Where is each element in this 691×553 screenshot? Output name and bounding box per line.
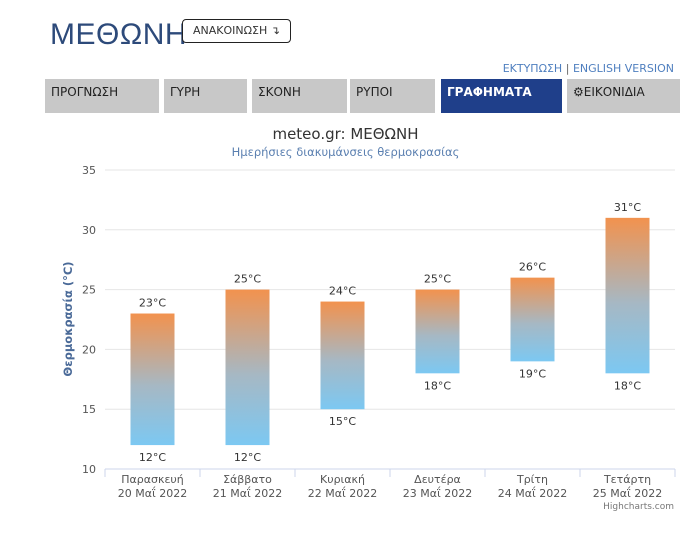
top-links: ΕΚΤΥΠΩΣΗ | ENGLISH VERSION [503,62,674,75]
temperature-bar [415,289,460,374]
x-tick-day: Σάββατο [223,473,272,486]
tab-icons[interactable]: ⚙ΕΙΚΟΝΙΔΙΑ [567,79,680,113]
y-tick-label: 30 [82,224,96,237]
high-label: 25°C [424,273,451,286]
x-tick-date: 22 Μαΐ 2022 [308,486,377,500]
tab-charts[interactable]: ΓΡΑΦΗΜΑΤΑ [441,79,562,113]
english-version-link[interactable]: ENGLISH VERSION [572,62,674,75]
x-tick-date: 20 Μαΐ 2022 [118,486,187,500]
high-label: 23°C [139,297,166,310]
y-tick-label: 15 [82,403,96,416]
low-label: 18°C [614,379,641,392]
tab-forecast[interactable]: ΠΡΟΓΝΩΣΗ [45,79,159,113]
y-tick-label: 25 [82,284,96,297]
high-label: 25°C [234,273,261,286]
high-label: 26°C [519,261,546,274]
announcement-button[interactable]: ΑΝΑΚΟΙΝΩΣΗ ↴ [182,19,291,43]
temperature-bar [320,301,365,410]
low-label: 12°C [234,451,261,464]
x-tick-day: Τετάρτη [603,473,651,486]
x-tick-date: 23 Μαΐ 2022 [403,486,472,500]
tab-pollen[interactable]: ΓΥΡΗ [164,79,247,113]
highcharts-credit[interactable]: Highcharts.com [603,502,674,512]
chart-title: meteo.gr: ΜΕΘΩΝΗ [272,125,419,143]
y-tick-label: 20 [82,343,96,356]
temperature-bar [605,217,650,374]
y-tick-label: 10 [82,463,96,476]
x-tick-day: Δευτέρα [414,473,461,486]
link-separator: | [565,62,570,75]
low-label: 19°C [519,367,546,380]
low-label: 12°C [139,451,166,464]
x-tick-day: Παρασκευή [121,473,184,486]
temperature-bar [225,289,270,446]
temperature-bar [510,277,555,362]
y-tick-label: 35 [82,164,96,177]
tab-bar: ΠΡΟΓΝΩΣΗ ΓΥΡΗ ΣΚΟΝΗ ΡΥΠΟΙ ΓΡΑΦΗΜΑΤΑ ⚙ΕΙΚ… [45,79,680,115]
tab-pollutants[interactable]: ΡΥΠΟΙ [350,79,435,113]
y-axis-label: Θερμοκρασία (°C) [61,261,75,376]
low-label: 18°C [424,379,451,392]
x-tick-day: Κυριακή [320,473,365,486]
x-tick-date: 25 Μαΐ 2022 [593,486,662,500]
chart-subtitle: Ημερήσιες διακυμάνσεις θερμοκρασίας [231,145,460,159]
page-title: ΜΕΘΩΝΗ [50,18,188,51]
print-link[interactable]: ΕΚΤΥΠΩΣΗ [502,62,563,75]
x-tick-day: Τρίτη [516,473,548,486]
x-tick-date: 21 Μαΐ 2022 [213,486,282,500]
high-label: 31°C [614,201,641,214]
high-label: 24°C [329,285,356,298]
tab-dust[interactable]: ΣΚΟΝΗ [252,79,347,113]
x-tick-date: 24 Μαΐ 2022 [498,486,567,500]
temperature-bar [130,313,175,446]
low-label: 15°C [329,415,356,428]
